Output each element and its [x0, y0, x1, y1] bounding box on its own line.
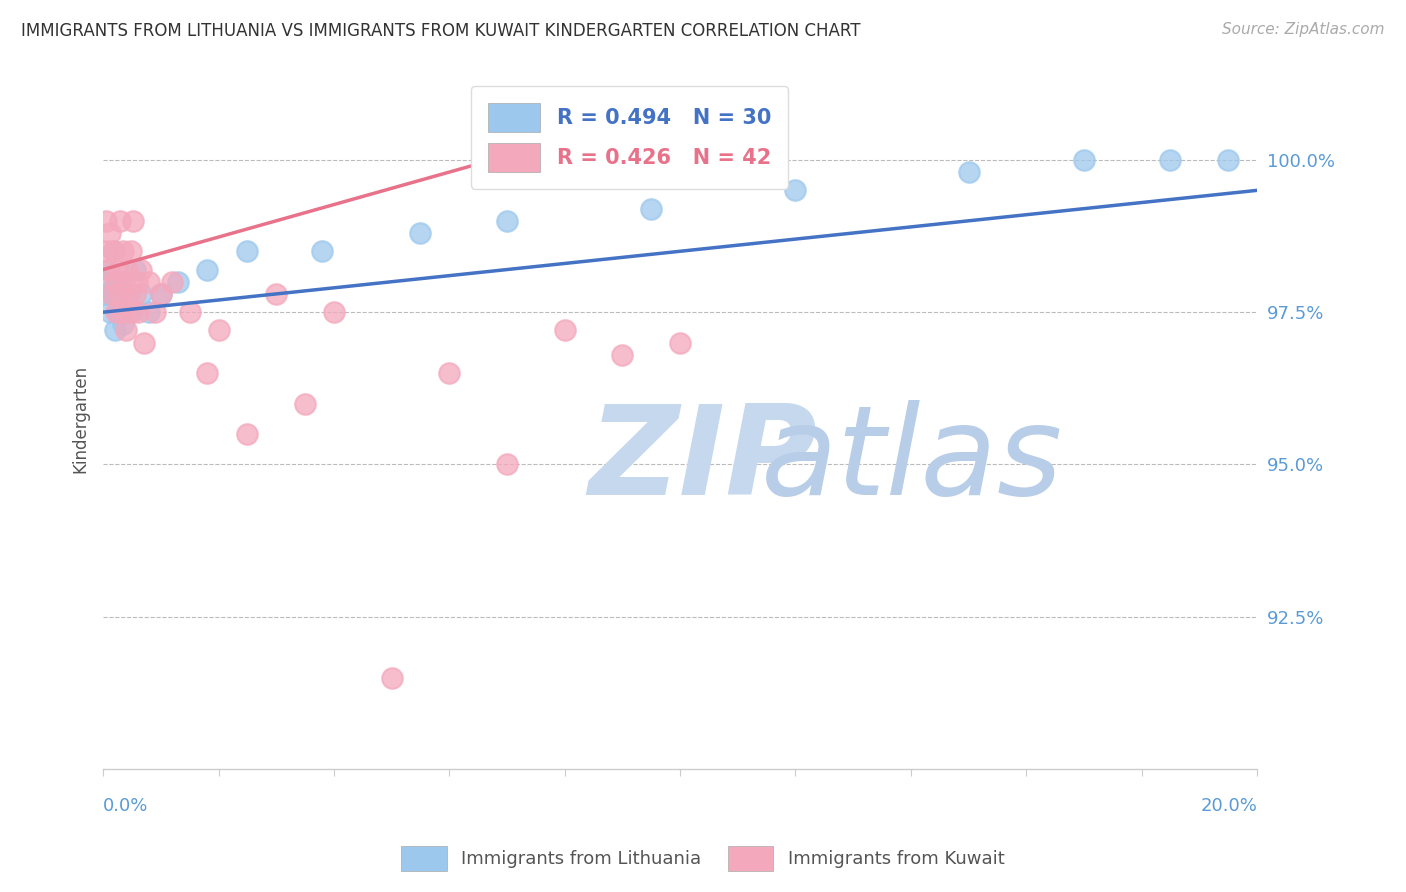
Point	[554, 323, 576, 337]
Point	[195, 262, 218, 277]
Point	[107, 305, 129, 319]
Point	[125, 275, 148, 289]
Point	[103, 244, 125, 259]
Point	[104, 275, 127, 289]
Point	[612, 348, 634, 362]
Point	[381, 671, 404, 685]
Point	[640, 202, 662, 216]
Point	[107, 262, 129, 277]
Point	[120, 244, 142, 259]
Point	[96, 244, 118, 259]
Point	[311, 244, 333, 259]
Point	[1073, 153, 1095, 167]
Point	[129, 262, 152, 277]
Point	[94, 287, 117, 301]
Point	[496, 214, 519, 228]
Point	[294, 396, 316, 410]
Point	[110, 275, 132, 289]
Point	[195, 366, 218, 380]
Point	[115, 323, 138, 337]
Point	[94, 214, 117, 228]
Text: atlas: atlas	[761, 401, 1063, 521]
Point	[1218, 153, 1240, 167]
Text: 0.0%: 0.0%	[103, 797, 149, 815]
Point	[1159, 153, 1181, 167]
Point	[110, 214, 132, 228]
Point	[132, 335, 155, 350]
Point	[110, 305, 132, 319]
Point	[115, 287, 138, 301]
Point	[669, 335, 692, 350]
Point	[138, 305, 160, 319]
Point	[104, 323, 127, 337]
Point	[162, 275, 184, 289]
Point	[264, 287, 287, 301]
Point	[138, 275, 160, 289]
Point	[236, 427, 259, 442]
Point	[167, 275, 190, 289]
Point	[124, 287, 146, 301]
Point	[114, 275, 136, 289]
Point	[122, 214, 145, 228]
Point	[439, 366, 461, 380]
Point	[127, 305, 149, 319]
Point	[101, 287, 124, 301]
Point	[98, 226, 121, 240]
Y-axis label: Kindergarten: Kindergarten	[72, 365, 89, 473]
Text: ZIP: ZIP	[588, 401, 817, 521]
Point	[236, 244, 259, 259]
Point	[785, 183, 807, 197]
Text: Source: ZipAtlas.com: Source: ZipAtlas.com	[1222, 22, 1385, 37]
Point	[121, 305, 143, 319]
Point	[496, 458, 519, 472]
Legend: R = 0.494   N = 30, R = 0.426   N = 42: R = 0.494 N = 30, R = 0.426 N = 42	[471, 86, 787, 188]
Text: IMMIGRANTS FROM LITHUANIA VS IMMIGRANTS FROM KUWAIT KINDERGARTEN CORRELATION CHA: IMMIGRANTS FROM LITHUANIA VS IMMIGRANTS …	[21, 22, 860, 40]
Point	[97, 262, 120, 277]
Point	[97, 262, 120, 277]
Point	[957, 165, 980, 179]
Point	[143, 305, 166, 319]
Point	[207, 323, 229, 337]
Point	[104, 305, 127, 319]
Point	[104, 275, 127, 289]
Point	[124, 262, 146, 277]
Legend: Immigrants from Lithuania, Immigrants from Kuwait: Immigrants from Lithuania, Immigrants fr…	[394, 838, 1012, 879]
Point	[112, 244, 135, 259]
Text: 20.0%: 20.0%	[1201, 797, 1257, 815]
Point	[117, 262, 139, 277]
Point	[108, 287, 131, 301]
Point	[97, 275, 120, 289]
Point	[322, 305, 344, 319]
Point	[101, 244, 124, 259]
Point	[149, 287, 172, 301]
Point	[118, 287, 141, 301]
Point	[112, 318, 135, 332]
Point	[101, 287, 124, 301]
Point	[409, 226, 432, 240]
Point	[129, 287, 152, 301]
Point	[179, 305, 201, 319]
Point	[118, 305, 141, 319]
Point	[98, 305, 121, 319]
Point	[107, 287, 129, 301]
Point	[149, 287, 172, 301]
